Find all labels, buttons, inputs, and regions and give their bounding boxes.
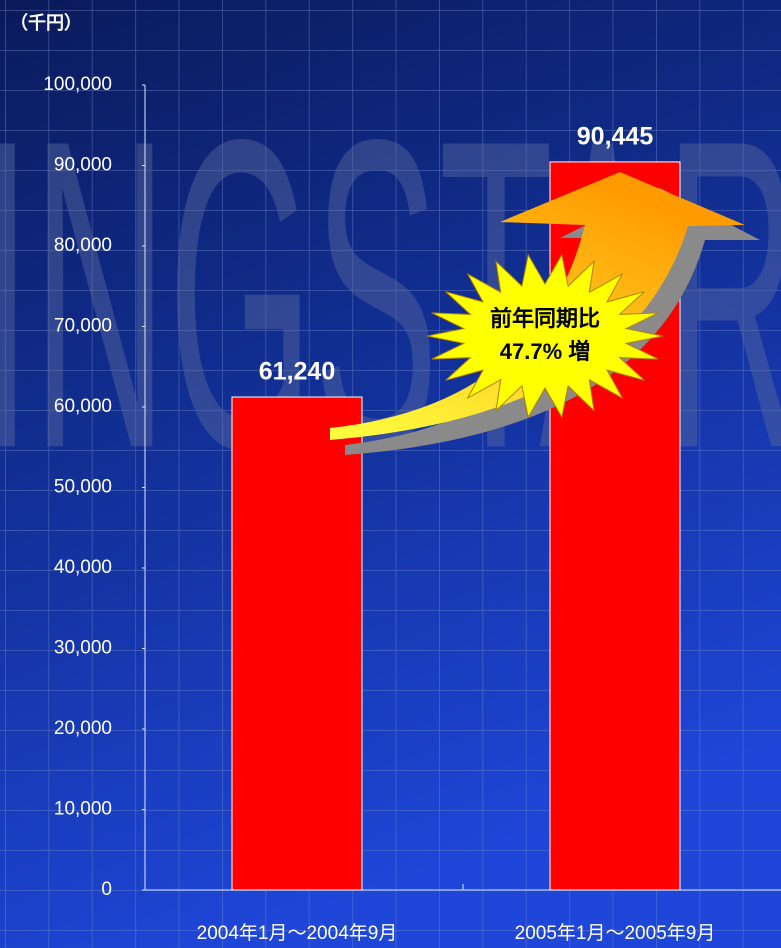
y-tick-label: 60,000 [54,396,112,417]
annotation-line: 前年同期比 [490,306,600,331]
y-tick-label: 100,000 [43,74,112,95]
x-tick-label: 2004年1月～2004年9月 [197,922,398,944]
y-tick-label: 90,000 [54,155,112,176]
y-tick-label: 80,000 [54,235,112,256]
x-tick-label: 2005年1月～2005年9月 [515,922,716,944]
y-tick-label: 50,000 [54,477,112,498]
y-tick-label: 10,000 [54,799,112,820]
chart: INGSTAR （千円） 010,00020,00030,00040,00050… [0,0,781,948]
page: INGSTAR （千円） 010,00020,00030,00040,00050… [0,0,781,948]
y-tick-label: 40,000 [54,557,112,578]
value-label: 90,445 [577,123,654,151]
y-tick-label: 70,000 [54,316,112,337]
y-tick-label: 0 [101,879,112,900]
annotation-line: 47.7% 増 [500,339,591,364]
y-tick-label: 20,000 [54,718,112,739]
value-label: 61,240 [259,358,335,386]
y-tick-label: 30,000 [54,638,112,659]
bar [232,397,362,890]
y-axis-unit: （千円） [10,13,82,33]
